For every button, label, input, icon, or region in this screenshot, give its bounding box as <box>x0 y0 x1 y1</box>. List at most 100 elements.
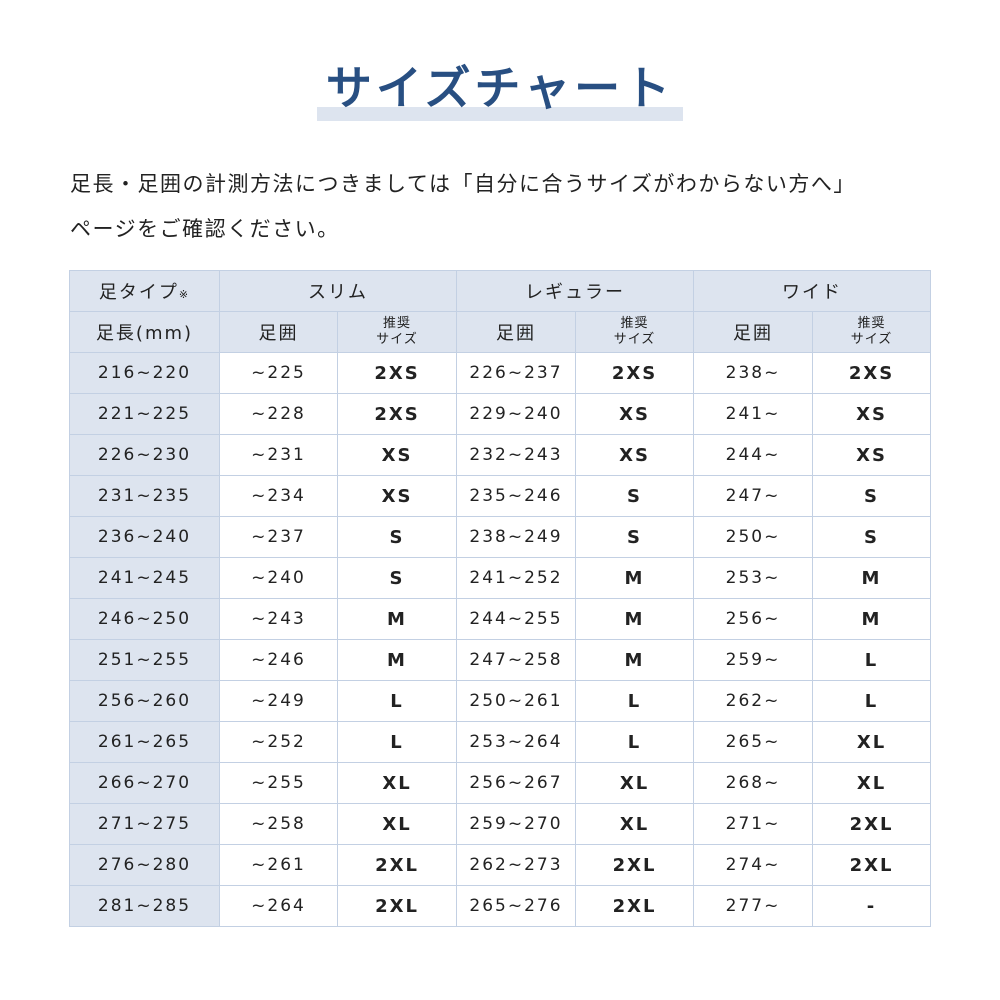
regular-size-cell: L <box>575 721 694 763</box>
slim-girth-cell: ~240 <box>219 557 338 599</box>
regular-size-cell: XL <box>575 803 694 845</box>
regular-size-cell: 2XL <box>575 844 694 886</box>
slim-size-cell: S <box>337 557 457 599</box>
intro-line-1: 足長・足囲の計測方法につきましては「自分に合うサイズがわからない方へ」 <box>70 172 856 196</box>
slim-size-cell: L <box>337 680 457 722</box>
foot-length-header: 足長(mm) <box>69 311 220 353</box>
foot-length-cell: 221~225 <box>69 393 220 435</box>
recommend-label-line-1: 推奨 <box>382 316 411 331</box>
group-header-wide: ワイド <box>693 270 931 312</box>
wide-size-cell: - <box>812 885 931 927</box>
regular-girth-cell: 247~258 <box>456 639 576 681</box>
foot-length-cell: 246~250 <box>69 598 220 640</box>
table-row: 226~230 ~231 XS 232~243 XS 244~ XS <box>69 434 931 476</box>
regular-girth-cell: 244~255 <box>456 598 576 640</box>
group-header-slim: スリム <box>219 270 457 312</box>
table-row: 236~240 ~237 S 238~249 S 250~ S <box>69 516 931 558</box>
foot-length-cell: 271~275 <box>69 803 220 845</box>
regular-girth-cell: 259~270 <box>456 803 576 845</box>
intro-line-2: ページをご確認ください。 <box>70 217 340 241</box>
wide-size-cell: L <box>812 680 931 722</box>
wide-girth-cell: 238~ <box>693 352 813 394</box>
table-row: 256~260 ~249 L 250~261 L 262~ L <box>69 680 931 722</box>
recommend-label-line-2: サイズ <box>850 332 893 347</box>
title-underline <box>317 107 683 121</box>
girth-header: 足囲 <box>693 311 813 353</box>
slim-girth-cell: ~264 <box>219 885 338 927</box>
wide-girth-cell: 250~ <box>693 516 813 558</box>
regular-size-cell: 2XS <box>575 352 694 394</box>
regular-size-cell: S <box>575 516 694 558</box>
regular-size-cell: XS <box>575 434 694 476</box>
wide-girth-cell: 271~ <box>693 803 813 845</box>
wide-girth-cell: 277~ <box>693 885 813 927</box>
wide-girth-cell: 262~ <box>693 680 813 722</box>
slim-size-cell: 2XL <box>337 885 457 927</box>
slim-size-cell: 2XS <box>337 393 457 435</box>
wide-size-cell: S <box>812 516 931 558</box>
slim-girth-cell: ~252 <box>219 721 338 763</box>
foot-type-header: 足タイプ※ <box>69 270 220 312</box>
slim-girth-cell: ~234 <box>219 475 338 517</box>
slim-girth-cell: ~246 <box>219 639 338 681</box>
wide-size-cell: 2XL <box>812 844 931 886</box>
wide-size-cell: XL <box>812 762 931 804</box>
recommend-label-line-2: サイズ <box>613 332 656 347</box>
table-row: 241~245 ~240 S 241~252 M 253~ M <box>69 557 931 599</box>
foot-type-note: ※ <box>178 288 191 301</box>
table-row: 276~280 ~261 2XL 262~273 2XL 274~ 2XL <box>69 844 931 886</box>
foot-length-cell: 236~240 <box>69 516 220 558</box>
foot-length-cell: 241~245 <box>69 557 220 599</box>
slim-size-cell: XS <box>337 475 457 517</box>
wide-size-cell: XL <box>812 721 931 763</box>
regular-girth-cell: 238~249 <box>456 516 576 558</box>
recommended-size-header: 推奨 サイズ <box>575 311 694 353</box>
regular-girth-cell: 250~261 <box>456 680 576 722</box>
foot-length-cell: 231~235 <box>69 475 220 517</box>
table-row: 281~285 ~264 2XL 265~276 2XL 277~ - <box>69 885 931 927</box>
foot-length-cell: 261~265 <box>69 721 220 763</box>
wide-girth-cell: 274~ <box>693 844 813 886</box>
table-row: 231~235 ~234 XS 235~246 S 247~ S <box>69 475 931 517</box>
page-title-block: サイズチャート <box>317 58 683 122</box>
wide-size-cell: S <box>812 475 931 517</box>
foot-length-cell: 256~260 <box>69 680 220 722</box>
group-header-regular: レギュラー <box>456 270 694 312</box>
wide-girth-cell: 241~ <box>693 393 813 435</box>
regular-size-cell: XL <box>575 762 694 804</box>
girth-header: 足囲 <box>219 311 338 353</box>
slim-size-cell: M <box>337 639 457 681</box>
slim-size-cell: XL <box>337 762 457 804</box>
regular-size-cell: M <box>575 639 694 681</box>
regular-girth-cell: 262~273 <box>456 844 576 886</box>
regular-girth-cell: 253~264 <box>456 721 576 763</box>
table-row: 221~225 ~228 2XS 229~240 XS 241~ XS <box>69 393 931 435</box>
regular-size-cell: M <box>575 557 694 599</box>
wide-size-cell: M <box>812 598 931 640</box>
recommend-label-line-2: サイズ <box>376 332 418 347</box>
regular-size-cell: L <box>575 680 694 722</box>
wide-girth-cell: 253~ <box>693 557 813 599</box>
regular-girth-cell: 241~252 <box>456 557 576 599</box>
slim-girth-cell: ~255 <box>219 762 338 804</box>
slim-size-cell: 2XS <box>337 352 457 394</box>
slim-girth-cell: ~243 <box>219 598 338 640</box>
slim-girth-cell: ~228 <box>219 393 338 435</box>
regular-size-cell: M <box>575 598 694 640</box>
regular-girth-cell: 235~246 <box>456 475 576 517</box>
regular-size-cell: S <box>575 475 694 517</box>
wide-size-cell: M <box>812 557 931 599</box>
slim-size-cell: XL <box>337 803 457 845</box>
wide-size-cell: XS <box>812 434 931 476</box>
table-row: 266~270 ~255 XL 256~267 XL 268~ XL <box>69 762 931 804</box>
wide-girth-cell: 244~ <box>693 434 813 476</box>
wide-size-cell: 2XS <box>812 352 931 394</box>
regular-girth-cell: 229~240 <box>456 393 576 435</box>
recommended-size-header: 推奨 サイズ <box>337 311 457 353</box>
size-chart-table: 足タイプ※ スリム レギュラー ワイド 足長(mm) 足囲 推奨 サイズ 足囲 推奨 サイ… <box>69 270 931 927</box>
foot-length-cell: 226~230 <box>69 434 220 476</box>
table-row: 216~220 ~225 2XS 226~237 2XS 238~ 2XS <box>69 352 931 394</box>
wide-size-cell: L <box>812 639 931 681</box>
regular-girth-cell: 265~276 <box>456 885 576 927</box>
slim-girth-cell: ~231 <box>219 434 338 476</box>
